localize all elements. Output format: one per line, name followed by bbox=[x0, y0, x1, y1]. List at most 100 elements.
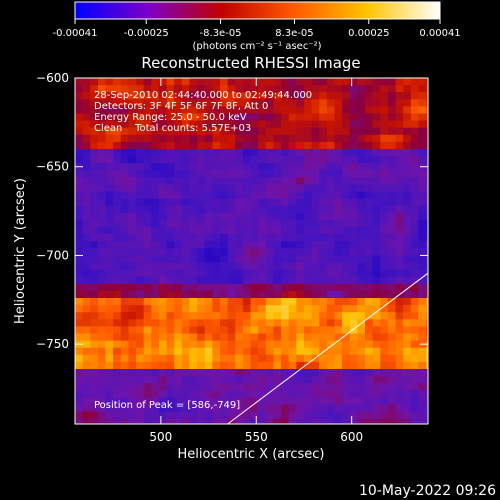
heatmap-cell bbox=[143, 290, 152, 299]
heatmap-cell bbox=[97, 397, 106, 405]
heatmap-cell bbox=[120, 340, 129, 349]
heatmap-cell bbox=[235, 141, 244, 150]
heatmap-cell bbox=[380, 99, 389, 107]
heatmap-cell bbox=[158, 269, 167, 278]
heatmap-cell bbox=[227, 361, 236, 370]
colorbar-tick-label: 8.3e-05 bbox=[275, 28, 313, 39]
heatmap-cell bbox=[212, 78, 221, 86]
heatmap-cell bbox=[303, 163, 312, 171]
heatmap-cell bbox=[296, 234, 305, 242]
heatmap-cell bbox=[220, 127, 229, 136]
heatmap-cell bbox=[197, 219, 206, 228]
heatmap-cell bbox=[288, 120, 297, 129]
heatmap-cell bbox=[181, 191, 190, 200]
heatmap-cell bbox=[403, 141, 412, 150]
heatmap-cell bbox=[250, 326, 259, 334]
heatmap-cell bbox=[311, 106, 320, 114]
heatmap-cell bbox=[403, 241, 412, 249]
heatmap-cell bbox=[189, 120, 198, 129]
heatmap-cell bbox=[319, 170, 328, 178]
heatmap-cell bbox=[265, 418, 274, 424]
heatmap-cell bbox=[128, 99, 137, 107]
heatmap-cell bbox=[265, 404, 274, 412]
heatmap-cell bbox=[174, 383, 183, 391]
heatmap-cell bbox=[349, 134, 358, 143]
heatmap-cell bbox=[281, 368, 290, 377]
annotation-counts: Clean Total counts: 5.57E+03 bbox=[94, 123, 251, 134]
heatmap-cell bbox=[326, 404, 335, 412]
heatmap-cell bbox=[113, 227, 122, 235]
heatmap-cell bbox=[410, 141, 419, 150]
heatmap-cell bbox=[387, 191, 396, 200]
heatmap-cell bbox=[380, 262, 389, 271]
heatmap-cell bbox=[281, 106, 290, 114]
heatmap-cell bbox=[288, 305, 297, 313]
heatmap-cell bbox=[151, 276, 160, 285]
heatmap-cell bbox=[143, 212, 152, 221]
heatmap-cell bbox=[418, 383, 427, 391]
heatmap-cell bbox=[242, 418, 251, 424]
heatmap-cell bbox=[90, 347, 99, 356]
heatmap-cell bbox=[265, 248, 274, 256]
heatmap-cell bbox=[242, 269, 251, 278]
heatmap-cell bbox=[197, 127, 206, 136]
heatmap-cell bbox=[273, 411, 282, 420]
heatmap-cell bbox=[128, 361, 137, 370]
heatmap-cell bbox=[311, 148, 320, 157]
heatmap-cell bbox=[82, 92, 91, 100]
heatmap-cell bbox=[357, 404, 366, 412]
heatmap-cell bbox=[120, 248, 129, 256]
heatmap-cell bbox=[90, 333, 99, 342]
heatmap-cell bbox=[303, 390, 312, 398]
heatmap-cell bbox=[151, 120, 160, 129]
heatmap-cell bbox=[242, 368, 251, 377]
heatmap-cell bbox=[212, 283, 221, 292]
heatmap-cell bbox=[174, 418, 183, 424]
heatmap-cell bbox=[75, 326, 84, 334]
heatmap-cell bbox=[395, 411, 404, 420]
heatmap-cell bbox=[220, 219, 229, 228]
heatmap-cell bbox=[158, 305, 167, 313]
heatmap-cell bbox=[151, 156, 160, 164]
heatmap-cell bbox=[90, 106, 99, 114]
heatmap-cell bbox=[204, 298, 213, 306]
heatmap-cell bbox=[242, 248, 251, 256]
heatmap-cell bbox=[418, 368, 427, 377]
heatmap-cell bbox=[303, 354, 312, 363]
heatmap-cell bbox=[387, 290, 396, 299]
colorbar-tick-label: -8.3e-05 bbox=[200, 28, 242, 39]
heatmap-cell bbox=[220, 354, 229, 363]
heatmap-cell bbox=[410, 376, 419, 384]
heatmap-cell bbox=[227, 326, 236, 334]
heatmap-cell bbox=[220, 234, 229, 242]
heatmap-cell bbox=[189, 198, 198, 207]
heatmap-cell bbox=[227, 177, 236, 185]
heatmap-cell bbox=[197, 418, 206, 424]
heatmap-cell bbox=[288, 85, 297, 93]
heatmap-cell bbox=[326, 85, 335, 93]
heatmap-cell bbox=[281, 255, 290, 263]
heatmap-cell bbox=[288, 340, 297, 349]
heatmap-cell bbox=[426, 326, 428, 334]
heatmap-cell bbox=[90, 340, 99, 349]
heatmap-cell bbox=[265, 298, 274, 306]
heatmap-cell bbox=[174, 276, 183, 285]
heatmap-cell bbox=[220, 397, 229, 405]
heatmap-cell bbox=[120, 404, 129, 412]
heatmap-cell bbox=[204, 198, 213, 207]
heatmap-cell bbox=[296, 333, 305, 342]
heatmap-cell bbox=[372, 283, 381, 292]
heatmap-cell bbox=[128, 383, 137, 391]
heatmap-cell bbox=[319, 368, 328, 377]
heatmap-cell bbox=[426, 134, 428, 143]
heatmap-cell bbox=[158, 255, 167, 263]
heatmap-cell bbox=[357, 156, 366, 164]
heatmap-cell bbox=[265, 198, 274, 207]
heatmap-cell bbox=[326, 298, 335, 306]
heatmap-cell bbox=[242, 148, 251, 157]
heatmap-cell bbox=[365, 85, 374, 93]
heatmap-cell bbox=[349, 148, 358, 157]
heatmap-cell bbox=[418, 170, 427, 178]
heatmap-cell bbox=[357, 269, 366, 278]
heatmap-cell bbox=[174, 177, 183, 185]
